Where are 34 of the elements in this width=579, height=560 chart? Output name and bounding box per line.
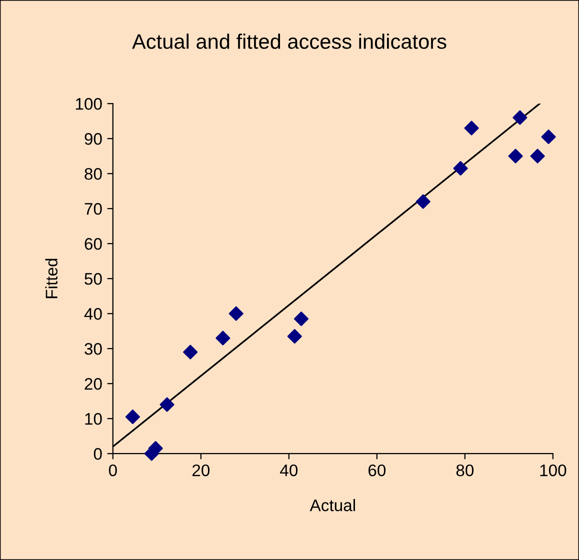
point bbox=[216, 330, 230, 346]
y-tick-label: 70 bbox=[84, 203, 102, 215]
x-tick-label: 60 bbox=[368, 464, 386, 476]
chart-title: Actual and fitted access indicators bbox=[132, 34, 446, 49]
x-tick-label: 100 bbox=[540, 464, 566, 476]
y-tick-label: 90 bbox=[84, 133, 102, 145]
point bbox=[160, 397, 174, 412]
y-tick-label: 40 bbox=[84, 308, 102, 320]
y-axis-title: Fitted bbox=[45, 258, 58, 298]
point bbox=[508, 148, 523, 164]
y-tick-label: 20 bbox=[84, 378, 102, 390]
x-tick-label: 0 bbox=[108, 464, 117, 476]
y-tick-label: 100 bbox=[76, 98, 102, 110]
point bbox=[541, 130, 556, 144]
point bbox=[530, 148, 545, 164]
point bbox=[287, 329, 302, 344]
x-tick-label: 80 bbox=[456, 464, 474, 476]
point bbox=[512, 110, 528, 125]
y-tick-label: 30 bbox=[84, 343, 102, 355]
y-tick-label: 50 bbox=[84, 273, 102, 285]
point bbox=[464, 120, 479, 136]
y-tick-label: 0 bbox=[94, 448, 102, 460]
point bbox=[228, 306, 244, 321]
point bbox=[453, 161, 468, 176]
point bbox=[294, 312, 309, 326]
y-tick-label: 80 bbox=[84, 168, 102, 180]
point bbox=[183, 344, 198, 360]
x-tick-label: 40 bbox=[280, 464, 298, 476]
y-tick-label: 10 bbox=[85, 413, 102, 425]
y-tick-label: 60 bbox=[84, 238, 102, 250]
x-axis-title: Actual bbox=[310, 499, 355, 512]
point bbox=[125, 410, 140, 424]
x-tick-label: 20 bbox=[192, 464, 210, 476]
point bbox=[416, 194, 430, 209]
